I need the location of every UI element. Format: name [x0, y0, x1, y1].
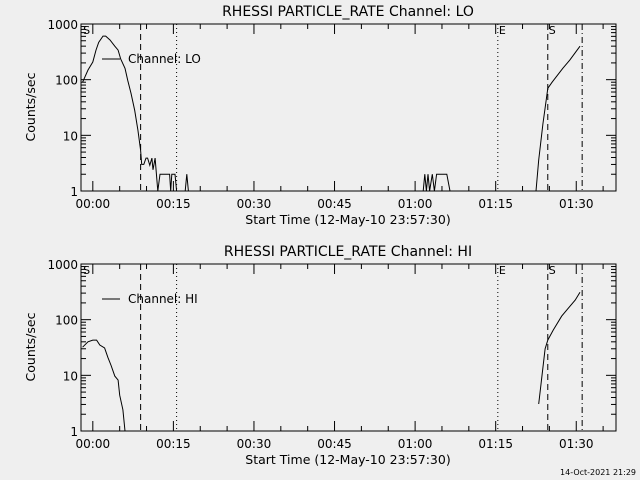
- x-tick-label: 00:00: [76, 197, 111, 211]
- x-tick-label: 00:15: [156, 197, 191, 211]
- event-marker-label: S: [83, 24, 90, 37]
- x-tick-label: 00:15: [156, 437, 191, 451]
- series-line-channel-hi: [82, 339, 126, 432]
- y-tick-label: 10: [63, 129, 78, 143]
- x-tick-label: 01:30: [559, 197, 594, 211]
- y-tick-label: 10: [63, 369, 78, 383]
- panel-lo: RHESSI PARTICLE_RATE Channel: LO Start T…: [23, 4, 474, 227]
- panel-hi: RHESSI PARTICLE_RATE Channel: HI Start T…: [23, 244, 472, 467]
- event-marker-label: S: [549, 24, 556, 37]
- series-line-channel-hi: [538, 292, 581, 405]
- plot-frame: [80, 263, 617, 432]
- x-tick-label: 00:45: [317, 197, 352, 211]
- y-tick-label: 100: [55, 74, 78, 88]
- plot-timestamp: 14-Oct-2021 21:29: [560, 468, 636, 477]
- legend-label: Channel: LO: [128, 52, 201, 66]
- series-line-channel-lo: [535, 45, 581, 192]
- y-tick-label: 1000: [47, 18, 78, 32]
- event-marker-label: S: [83, 264, 90, 277]
- x-axis-label: Start Time (12-May-10 23:57:30): [245, 212, 450, 227]
- x-tick-label: 00:30: [237, 437, 272, 451]
- y-tick-label: 1: [70, 425, 78, 439]
- x-tick-label: 01:00: [398, 437, 433, 451]
- x-tick-label: 01:00: [398, 197, 433, 211]
- plot-area-0: 1 10 100 1000 00:00 00:15 00:30 00:45 01:00 01:15…: [47, 18, 617, 211]
- x-tick-label: 00:30: [237, 197, 272, 211]
- y-tick-label: 1000: [47, 258, 78, 272]
- event-marker-label: S: [549, 264, 556, 277]
- x-axis-label: Start Time (12-May-10 23:57:30): [245, 452, 450, 467]
- y-tick-label: 100: [55, 314, 78, 328]
- x-tick-label: 00:45: [317, 437, 352, 451]
- plot-area-1: 1 10 100 1000 00:00 00:15 00:30 00:45 01:00 01:15…: [47, 258, 617, 451]
- y-axis-label: Counts/sec: [23, 312, 38, 381]
- chart-title: RHESSI PARTICLE_RATE Channel: LO: [222, 4, 474, 20]
- plot-frame: [80, 23, 617, 192]
- series-line-channel-lo: [82, 35, 451, 192]
- x-tick-label: 01:30: [559, 437, 594, 451]
- chart-title: RHESSI PARTICLE_RATE Channel: HI: [224, 244, 472, 260]
- event-marker-label: E: [499, 24, 506, 37]
- legend-label: Channel: HI: [128, 292, 198, 306]
- y-axis-label: Counts/sec: [23, 72, 38, 141]
- x-tick-label: 01:15: [478, 437, 513, 451]
- x-tick-label: 00:00: [76, 437, 111, 451]
- x-tick-label: 01:15: [478, 197, 513, 211]
- event-marker-label: E: [499, 264, 506, 277]
- y-tick-label: 1: [70, 185, 78, 199]
